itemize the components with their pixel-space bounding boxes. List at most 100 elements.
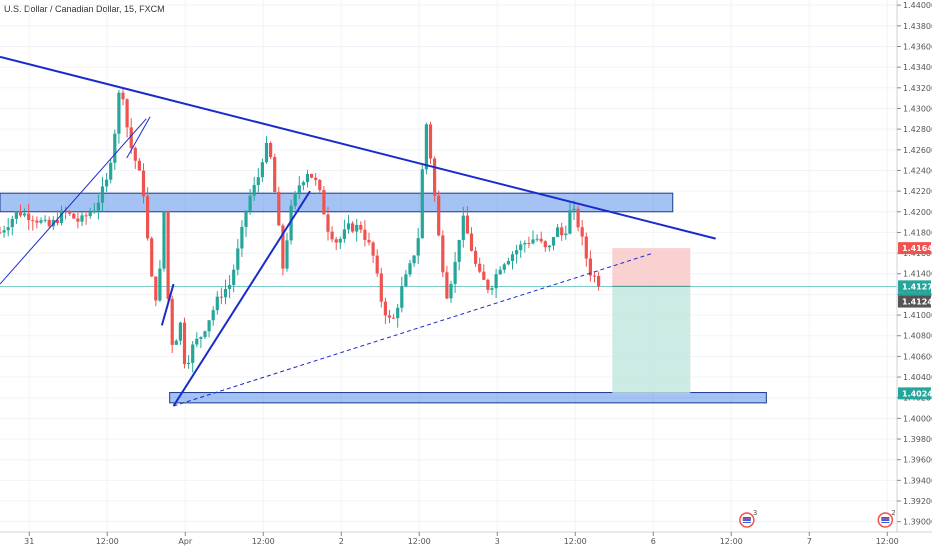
- candle-body: [150, 238, 154, 277]
- candle-body: [100, 186, 105, 203]
- x-tick-label: 12:00: [876, 537, 899, 546]
- candle-body: [457, 239, 461, 262]
- symbol-title: U.S. Dollar / Canadian Dollar, 15, FXCM: [4, 4, 165, 14]
- candle-body: [363, 229, 367, 240]
- candle-body: [392, 317, 396, 319]
- candle-body: [96, 202, 100, 211]
- candle-body: [494, 274, 498, 289]
- y-tick-label: 1.42800: [903, 125, 932, 134]
- trendline-mid: [172, 190, 311, 407]
- price-tag-label: 1.41247: [902, 298, 932, 307]
- y-tick-label: 1.44000: [903, 1, 932, 10]
- y-tick-label: 1.43800: [903, 22, 932, 31]
- candle-body: [375, 255, 379, 274]
- x-tick-label: 31: [24, 537, 34, 546]
- candle-body: [72, 213, 76, 219]
- candle-body: [59, 210, 64, 224]
- y-tick-label: 1.43600: [903, 42, 932, 51]
- candle-body: [379, 273, 383, 302]
- candle-body: [68, 211, 72, 214]
- candle-body: [121, 92, 125, 100]
- candle-body: [125, 99, 129, 128]
- candle-body: [531, 239, 535, 244]
- candle-body: [289, 205, 293, 241]
- candle-body: [105, 179, 109, 187]
- y-tick-label: 1.42200: [903, 187, 932, 196]
- candle-body: [14, 211, 18, 219]
- x-tick-label: 12:00: [408, 537, 431, 546]
- candle-body: [547, 245, 551, 248]
- y-tick-label: 1.42000: [903, 208, 932, 217]
- x-tick-label: 12:00: [252, 537, 275, 546]
- price-axis-bg: [897, 0, 932, 550]
- price-tag-label: 1.41648: [902, 244, 932, 253]
- candle-body: [117, 92, 121, 134]
- y-tick-label: 1.42400: [903, 166, 932, 175]
- support-zone: [169, 392, 767, 404]
- y-tick-label: 1.39400: [903, 476, 932, 485]
- price-tag-label: 1.40242: [902, 389, 932, 398]
- candle-body: [416, 238, 420, 256]
- price-tag-bg: [898, 295, 931, 308]
- candle-body: [383, 301, 387, 316]
- y-tick-label: 1.39200: [903, 497, 932, 506]
- candle-body: [166, 211, 170, 299]
- flag-event-1: 3: [739, 509, 757, 528]
- candle-body: [178, 322, 182, 341]
- candle-body: [502, 264, 506, 270]
- x-tick-label: 12:00: [96, 537, 119, 546]
- y-tick-label: 1.39600: [903, 456, 932, 465]
- y-tick-label: 1.40000: [903, 414, 932, 423]
- candle-body: [170, 298, 174, 345]
- candle-body: [76, 218, 80, 222]
- candle-body: [211, 310, 215, 321]
- price-tag: 1.41247: [898, 295, 932, 308]
- y-tick-label: 1.43000: [903, 104, 932, 113]
- y-tick-label: 1.40400: [903, 373, 932, 382]
- candle-body: [223, 288, 228, 298]
- candle-body: [2, 230, 6, 233]
- candle-body: [445, 272, 449, 299]
- candle-body: [560, 227, 564, 236]
- candle-body: [310, 173, 314, 178]
- candle-body: [228, 285, 232, 289]
- candle-body: [469, 233, 474, 251]
- candle-body: [248, 195, 252, 211]
- candle-body: [203, 331, 207, 338]
- candle-body: [539, 238, 543, 242]
- x-tick-label: 3: [495, 537, 500, 546]
- candle-body: [387, 315, 392, 318]
- price-axis: 1.44000 1.43800 1.43600 1.43400 1.43200 1.430…: [896, 0, 932, 550]
- y-tick-label: 1.40800: [903, 332, 932, 341]
- y-tick-label: 1.42600: [903, 146, 932, 155]
- price-tag-bg: [898, 387, 931, 400]
- candle-body: [441, 235, 445, 273]
- price-tag-bg: [898, 242, 931, 255]
- y-tick-label: 1.39000: [903, 518, 932, 527]
- candle-body: [39, 220, 43, 223]
- x-tick-label: 2: [339, 537, 344, 546]
- candle-body: [174, 340, 178, 345]
- y-tick-label: 1.41400: [903, 270, 932, 279]
- position-stop-area: [612, 248, 691, 287]
- candle-body: [133, 147, 137, 161]
- candle-body: [564, 233, 568, 236]
- price-tag-bg: [898, 280, 931, 293]
- candle-body: [519, 244, 523, 251]
- position-target-area: [612, 286, 691, 394]
- candle-body: [437, 195, 441, 236]
- candle-body: [18, 211, 23, 216]
- y-tick-label: 1.39800: [903, 435, 932, 444]
- trendline-small: [160, 283, 175, 326]
- candle-body: [396, 307, 400, 319]
- candle-body: [47, 219, 51, 227]
- candle-body: [256, 177, 260, 185]
- candle-body: [433, 158, 437, 196]
- candle-body: [449, 283, 453, 299]
- rising-support-dashed: [173, 252, 654, 407]
- candle-body: [23, 213, 27, 216]
- x-tick-label: 6: [651, 537, 656, 546]
- y-tick-label: 1.43400: [903, 63, 932, 72]
- candle-body: [342, 229, 346, 239]
